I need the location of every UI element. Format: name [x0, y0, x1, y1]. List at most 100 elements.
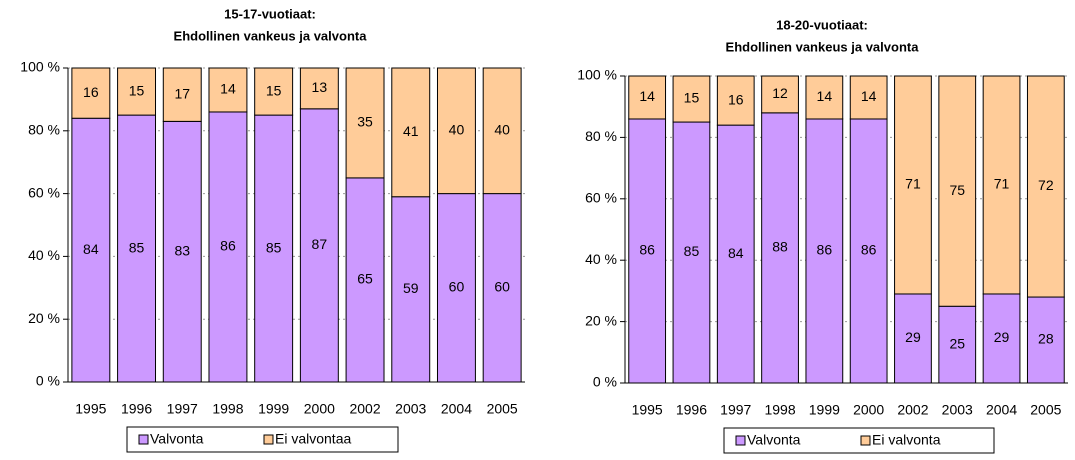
- data-label: 72: [1038, 177, 1054, 193]
- data-label: 12: [772, 85, 788, 101]
- data-label: 25: [949, 335, 965, 351]
- data-label: 87: [312, 236, 328, 252]
- data-label: 85: [266, 239, 282, 255]
- data-label: 85: [129, 239, 145, 255]
- x-tick-label: 1995: [75, 401, 106, 417]
- legend-swatch: [860, 435, 871, 446]
- chart-subtitle: Ehdollinen vankeus ja valvonta: [174, 28, 368, 43]
- y-tick-label: 40 %: [585, 251, 617, 267]
- bar-segment: [391, 67, 431, 198]
- bar-segment: [208, 111, 248, 383]
- data-label: 84: [83, 241, 99, 257]
- data-label: 40: [449, 122, 465, 138]
- chart-title: 15-17-vuotiaat:: [224, 6, 316, 21]
- bar-segment: [482, 67, 522, 195]
- bar-segment: [894, 293, 932, 384]
- legend-swatch: [735, 435, 746, 446]
- bar-segment: [345, 67, 385, 179]
- x-tick-label: 1999: [258, 401, 289, 417]
- legend-swatch: [138, 434, 149, 445]
- bar-segment: [299, 67, 339, 110]
- data-label: 85: [684, 243, 700, 259]
- y-tick-label: 100 %: [20, 59, 60, 75]
- legend-label: Valvonta: [150, 431, 204, 447]
- bar-segment: [672, 75, 711, 123]
- data-label: 15: [684, 90, 700, 106]
- x-tick-label: 2004: [986, 402, 1017, 418]
- bar-segment: [849, 75, 888, 120]
- x-tick-label: 1998: [212, 401, 243, 417]
- bar-segment: [938, 75, 977, 307]
- bar-segment: [71, 67, 111, 119]
- x-tick-label: 2000: [304, 401, 335, 417]
- bar-segment: [162, 67, 202, 122]
- data-label: 14: [817, 88, 833, 104]
- data-label: 14: [861, 88, 877, 104]
- legend-box: [126, 426, 399, 453]
- data-label: 40: [494, 122, 510, 138]
- data-label: 83: [174, 242, 190, 258]
- legend-label: Ei valvontaa: [275, 431, 351, 447]
- data-label: 28: [1038, 331, 1054, 347]
- data-label: 84: [728, 245, 744, 261]
- data-label: 14: [220, 81, 236, 97]
- bar-segment: [628, 75, 667, 120]
- data-label: 86: [817, 242, 833, 258]
- chart-title: 18-20-vuotiaat:: [776, 17, 868, 32]
- bar-segment: [299, 108, 339, 383]
- bar-segment: [436, 67, 476, 195]
- bar-segment: [254, 114, 294, 383]
- x-tick-label: 2003: [942, 402, 973, 418]
- data-label: 65: [357, 271, 373, 287]
- data-label: 86: [220, 238, 236, 254]
- x-tick-label: 2000: [853, 402, 884, 418]
- data-label: 29: [905, 329, 921, 345]
- bar-segment: [117, 67, 157, 116]
- bar-segment: [716, 75, 755, 126]
- x-tick-label: 2002: [349, 401, 380, 417]
- y-tick-label: 20 %: [28, 310, 60, 326]
- data-label: 29: [994, 329, 1010, 345]
- bar-segment: [345, 177, 385, 383]
- data-label: 88: [772, 239, 788, 255]
- bar-segment: [254, 67, 294, 116]
- data-label: 15: [129, 82, 145, 98]
- bar-segment: [805, 75, 844, 120]
- y-tick-label: 0 %: [36, 373, 60, 389]
- y-tick-label: 60 %: [28, 184, 60, 200]
- x-tick-label: 1996: [121, 401, 152, 417]
- data-label: 60: [494, 279, 510, 295]
- x-tick-label: 2005: [1030, 402, 1061, 418]
- x-tick-label: 2003: [395, 401, 426, 417]
- y-tick-label: 0 %: [593, 374, 617, 390]
- x-tick-label: 2005: [487, 401, 518, 417]
- x-tick-label: 1996: [676, 402, 707, 418]
- y-tick-label: 80 %: [585, 128, 617, 144]
- data-label: 41: [403, 123, 419, 139]
- data-label: 71: [994, 176, 1010, 192]
- x-tick-label: 1997: [167, 401, 198, 417]
- data-label: 71: [905, 176, 921, 192]
- data-label: 60: [449, 279, 465, 295]
- y-tick-label: 100 %: [577, 67, 617, 83]
- data-label: 13: [312, 79, 328, 95]
- data-label: 86: [639, 242, 655, 258]
- legend-label: Ei valvonta: [872, 432, 941, 448]
- y-tick-label: 60 %: [585, 190, 617, 206]
- data-label: 16: [728, 91, 744, 107]
- bar-segment: [761, 75, 799, 114]
- data-label: 75: [949, 182, 965, 198]
- x-tick-label: 2002: [897, 402, 928, 418]
- x-tick-label: 1997: [720, 402, 751, 418]
- bar-segment: [162, 120, 202, 383]
- bar-segment: [894, 75, 932, 295]
- data-label: 17: [174, 85, 190, 101]
- x-tick-label: 1998: [764, 402, 795, 418]
- y-tick-label: 20 %: [585, 312, 617, 328]
- data-label: 86: [861, 242, 877, 258]
- chart-subtitle: Ehdollinen vankeus ja valvonta: [726, 39, 920, 54]
- bar-segment: [1026, 75, 1065, 298]
- data-label: 15: [266, 82, 282, 98]
